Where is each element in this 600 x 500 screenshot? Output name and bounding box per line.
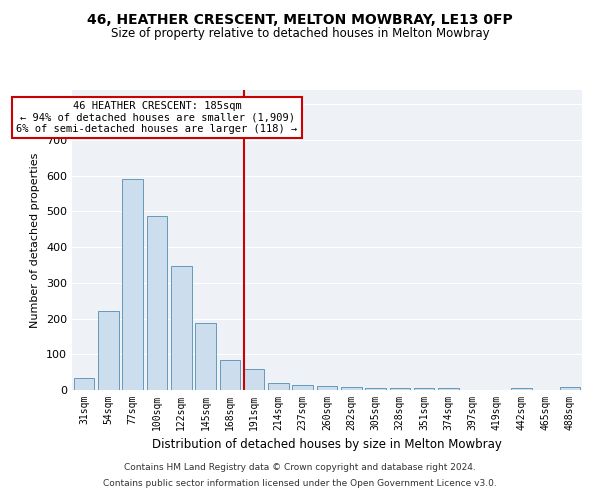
Bar [414,388,434,390]
Bar [292,384,313,390]
Text: Contains HM Land Registry data © Crown copyright and database right 2024.: Contains HM Land Registry data © Crown c… [124,464,476,472]
Bar [122,180,143,390]
Bar [389,388,410,390]
Bar [560,387,580,390]
Bar [195,323,216,390]
Bar [244,368,265,390]
Bar [171,266,191,390]
X-axis label: Distribution of detached houses by size in Melton Mowbray: Distribution of detached houses by size … [152,438,502,452]
Text: Size of property relative to detached houses in Melton Mowbray: Size of property relative to detached ho… [110,28,490,40]
Text: 46 HEATHER CRESCENT: 185sqm
← 94% of detached houses are smaller (1,909)
6% of s: 46 HEATHER CRESCENT: 185sqm ← 94% of det… [16,100,298,134]
Bar [74,378,94,390]
Bar [268,383,289,390]
Text: 46, HEATHER CRESCENT, MELTON MOWBRAY, LE13 0FP: 46, HEATHER CRESCENT, MELTON MOWBRAY, LE… [87,12,513,26]
Bar [220,360,240,390]
Bar [341,387,362,390]
Y-axis label: Number of detached properties: Number of detached properties [31,152,40,328]
Bar [511,388,532,390]
Bar [98,312,119,390]
Bar [146,216,167,390]
Bar [365,388,386,390]
Bar [317,386,337,390]
Bar [438,388,459,390]
Text: Contains public sector information licensed under the Open Government Licence v3: Contains public sector information licen… [103,478,497,488]
